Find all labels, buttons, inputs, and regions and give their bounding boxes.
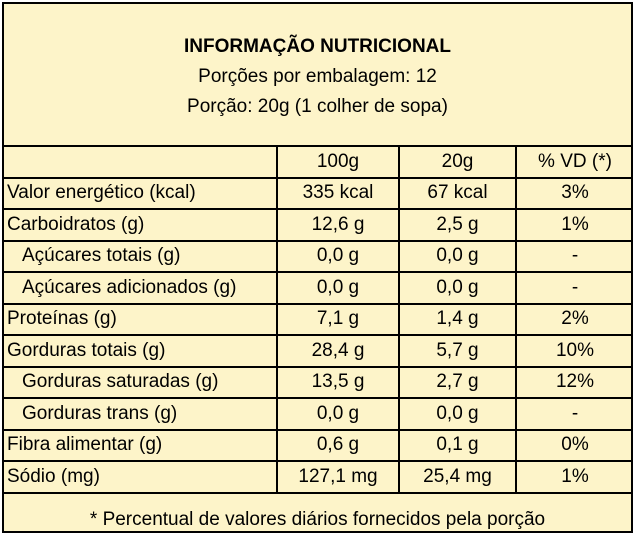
value-per-100g: 127,1 mg: [276, 460, 400, 494]
value-per-100g: 28,4 g: [276, 334, 400, 368]
header-divider: [2, 145, 633, 147]
value-per-100g: 0,0 g: [276, 239, 400, 273]
nutrient-name: Sódio (mg): [2, 460, 278, 494]
daily-value-percent: -: [515, 239, 633, 273]
table-row: Açúcares totais (g) 0,0 g 0,0 g-: [2, 239, 633, 273]
table-row: Proteínas (g) 7,1 g 1,4 g 2%: [2, 302, 633, 336]
table-row: Gorduras trans (g) 0,0 g 0,0 g-: [2, 397, 633, 431]
table-row: Sódio (mg) 127,1 mg 25,4 mg 1%: [2, 460, 633, 494]
nutrition-table: 100g 20g % VD (*) Valor energético (kcal…: [2, 147, 633, 494]
footer-note: * Percentual de valores diários fornecid…: [89, 509, 546, 530]
column-header-nutrient: [2, 147, 278, 179]
table-row: Fibra alimentar (g) 0,6 g 0,1 g 0%: [2, 428, 633, 462]
label-title: INFORMAÇÃO NUTRICIONAL: [183, 36, 452, 57]
serving-size: Porção: 20g (1 colher de sopa): [187, 96, 448, 117]
value-per-serving: 67 kcal: [398, 176, 517, 210]
daily-value-percent: 10%: [515, 334, 633, 368]
table-row: Valor energético (kcal) 335 kcal 67 kcal 3%: [2, 176, 633, 210]
nutrient-name: Valor energético (kcal): [2, 176, 278, 210]
table-row: Gorduras saturadas (g) 13,5 g 2,7 g 12%: [2, 365, 633, 399]
column-header-100g: 100g: [276, 147, 400, 179]
daily-value-percent: 3%: [515, 176, 633, 210]
frame-top-border: [2, 2, 633, 4]
value-per-serving: 5,7 g: [398, 334, 517, 368]
table-row: Carboidratos (g) 12,6 g 2,5 g 1%: [2, 208, 633, 242]
value-per-serving: 0,0 g: [398, 397, 517, 431]
column-header-serving: 20g: [398, 147, 517, 179]
daily-value-percent: -: [515, 271, 633, 305]
label-header: INFORMAÇÃO NUTRICIONAL Porções por embal…: [2, 2, 633, 145]
nutrient-name: Gorduras saturadas (g): [2, 365, 278, 399]
value-per-100g: 335 kcal: [276, 176, 400, 210]
nutrient-name: Gorduras totais (g): [2, 334, 278, 368]
nutrient-name: Fibra alimentar (g): [2, 428, 278, 462]
daily-value-percent: 12%: [515, 365, 633, 399]
value-per-100g: 12,6 g: [276, 208, 400, 242]
frame-bottom-border: [2, 531, 633, 533]
value-per-serving: 25,4 mg: [398, 460, 517, 494]
value-per-serving: 1,4 g: [398, 302, 517, 336]
value-per-serving: 0,1 g: [398, 428, 517, 462]
table-row: Açúcares adicionados (g) 0,0 g 0,0 g-: [2, 271, 633, 305]
nutrient-name: Carboidratos (g): [2, 208, 278, 242]
daily-value-percent: 1%: [515, 208, 633, 242]
value-per-100g: 0,6 g: [276, 428, 400, 462]
nutrient-name: Açúcares adicionados (g): [2, 271, 278, 305]
value-per-serving: 0,0 g: [398, 239, 517, 273]
daily-value-percent: 0%: [515, 428, 633, 462]
value-per-serving: 2,7 g: [398, 365, 517, 399]
servings-per-package: Porções por embalagem: 12: [198, 66, 437, 87]
nutrient-name: Gorduras trans (g): [2, 397, 278, 431]
column-header-daily-value: % VD (*): [515, 147, 633, 179]
daily-value-percent: 1%: [515, 460, 633, 494]
table-header-row: 100g 20g % VD (*): [2, 147, 633, 179]
table-row: Gorduras totais (g) 28,4 g 5,7 g 10%: [2, 334, 633, 368]
value-per-100g: 7,1 g: [276, 302, 400, 336]
value-per-100g: 13,5 g: [276, 365, 400, 399]
value-per-serving: 0,0 g: [398, 271, 517, 305]
value-per-100g: 0,0 g: [276, 397, 400, 431]
daily-value-percent: 2%: [515, 302, 633, 336]
value-per-serving: 2,5 g: [398, 208, 517, 242]
nutrient-name: Proteínas (g): [2, 302, 278, 336]
nutrient-name: Açúcares totais (g): [2, 239, 278, 273]
value-per-100g: 0,0 g: [276, 271, 400, 305]
daily-value-percent: -: [515, 397, 633, 431]
